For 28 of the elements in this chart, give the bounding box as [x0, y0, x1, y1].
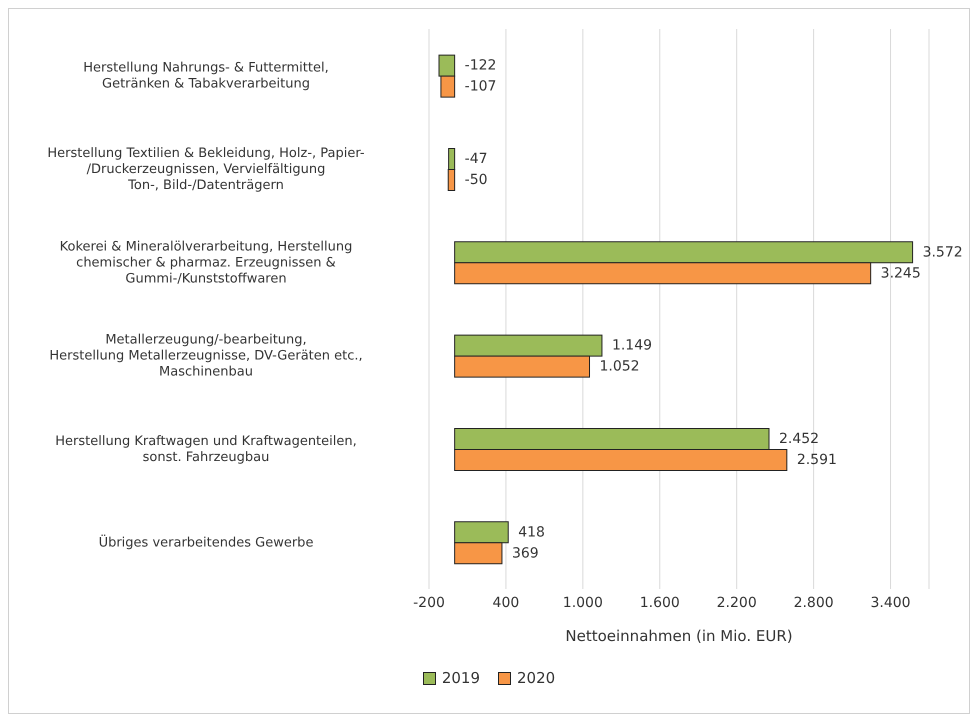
data-label: -47: [464, 150, 488, 167]
x-tick-label: 3.400: [870, 594, 911, 611]
data-label: 418: [518, 524, 545, 540]
data-label: 3.572: [922, 244, 963, 260]
data-label: 2.452: [779, 430, 820, 447]
data-label: -107: [464, 78, 496, 95]
legend-label: 2019: [442, 669, 480, 687]
data-label: 369: [512, 545, 539, 562]
y-tick-label: Metallerzeugung/-bearbeitung, Herstellung Metallerzeugnisse, DV-Geräten etc., Maschinenbau: [49, 332, 363, 380]
data-label: 1.149: [612, 338, 652, 354]
y-tick-label: Übriges verarbeitendes Gewerbe: [98, 534, 314, 550]
x-tick-label: 2.800: [794, 594, 834, 611]
y-tick-label: Kokerei & Mineralölverarbeitung, Herstellung chemischer & pharmaz. Erzeugnissen & Gummi-/Kunststoffwaren: [60, 238, 352, 286]
x-tick-label: 2.200: [716, 594, 757, 611]
x-tick-label: -200: [413, 594, 445, 611]
data-label: 3.245: [880, 265, 921, 282]
y-tick-label: Herstellung Textilien & Bekleidung, Holz-, Papier- /Druckerzeugnissen, Vervielfältigung Ton-, Bild-/Datenträgern: [47, 146, 365, 192]
legend-label: 2020: [517, 669, 556, 687]
x-tick-label: 1.600: [640, 594, 680, 611]
y-tick-label: Herstellung Nahrungs- & Futtermittel, Getränken & Tabakverarbeitung: [83, 60, 329, 92]
y-tick-label: Herstellung Kraftwagen und Kraftwagenteilen, sonst. Fahrzeugbau: [55, 434, 357, 464]
data-label: 1.052: [600, 358, 640, 375]
x-axis-title: Nettoeinnahmen (in Mio. EUR): [565, 627, 793, 645]
data-label: -50: [464, 172, 488, 188]
x-tick-label: 1.000: [562, 594, 603, 611]
x-tick-label: 400: [492, 594, 520, 611]
data-label: -122: [464, 58, 496, 74]
data-label: 2.591: [796, 452, 837, 468]
